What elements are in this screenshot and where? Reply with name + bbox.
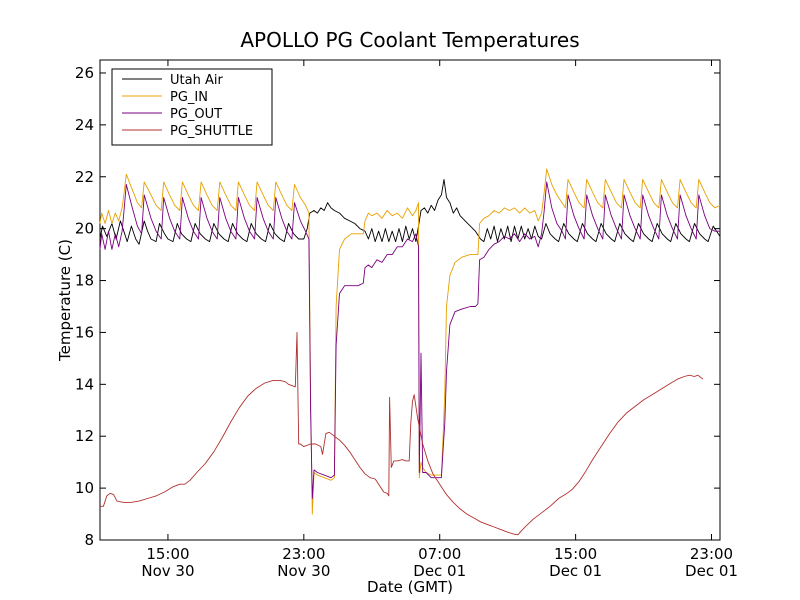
legend-label-pg-out: PG_OUT [170,107,222,122]
x-tick-label-time: 23:00 [282,545,325,563]
y-axis: 8 10 12 14 16 18 20 22 24 26 [75,64,720,549]
series-line-pg-in [99,168,721,515]
y-tick-label: 26 [75,64,94,82]
y-tick-label: 14 [75,375,94,393]
x-tick-label-time: 15:00 [554,545,597,563]
plot-frame [99,59,721,541]
y-tick-label: 8 [84,531,94,549]
x-axis-label: Date (GMT) [367,578,453,596]
x-tick-label-date: Dec 01 [549,562,602,580]
legend-label-pg-in: PG_IN [170,90,208,105]
y-axis-label: Temperature (C) [56,239,74,362]
legend-label-pg-shuttle: PG_SHUTTLE [170,124,253,139]
y-tick-label: 20 [75,220,94,238]
series-line-pg-out [99,181,720,499]
series-line-utah-air [99,178,721,245]
legend: Utah Air PG_IN PG_OUT PG_SHUTTLE [111,68,273,146]
x-tick-label-time: 15:00 [146,545,189,563]
x-tick-label-time: 07:00 [418,545,461,563]
series-layer [99,168,721,536]
chart-title: APOLLO PG Coolant Temperatures [240,28,579,52]
y-tick-label: 22 [75,168,94,186]
series-line-pg-shuttle [100,331,704,536]
legend-label-utah-air: Utah Air [170,73,223,88]
x-tick-label-time: 23:00 [690,545,733,563]
y-tick-label: 16 [75,323,94,341]
y-tick-label: 24 [75,116,94,134]
x-tick-label-date: Dec 01 [413,562,466,580]
x-tick-label-date: Nov 30 [277,562,330,580]
y-tick-label: 12 [75,427,94,445]
legend-box [111,68,273,146]
y-tick-label: 18 [75,272,94,290]
y-tick-label: 10 [75,479,94,497]
x-tick-label-date: Dec 01 [685,562,738,580]
x-tick-label-date: Nov 30 [141,562,194,580]
